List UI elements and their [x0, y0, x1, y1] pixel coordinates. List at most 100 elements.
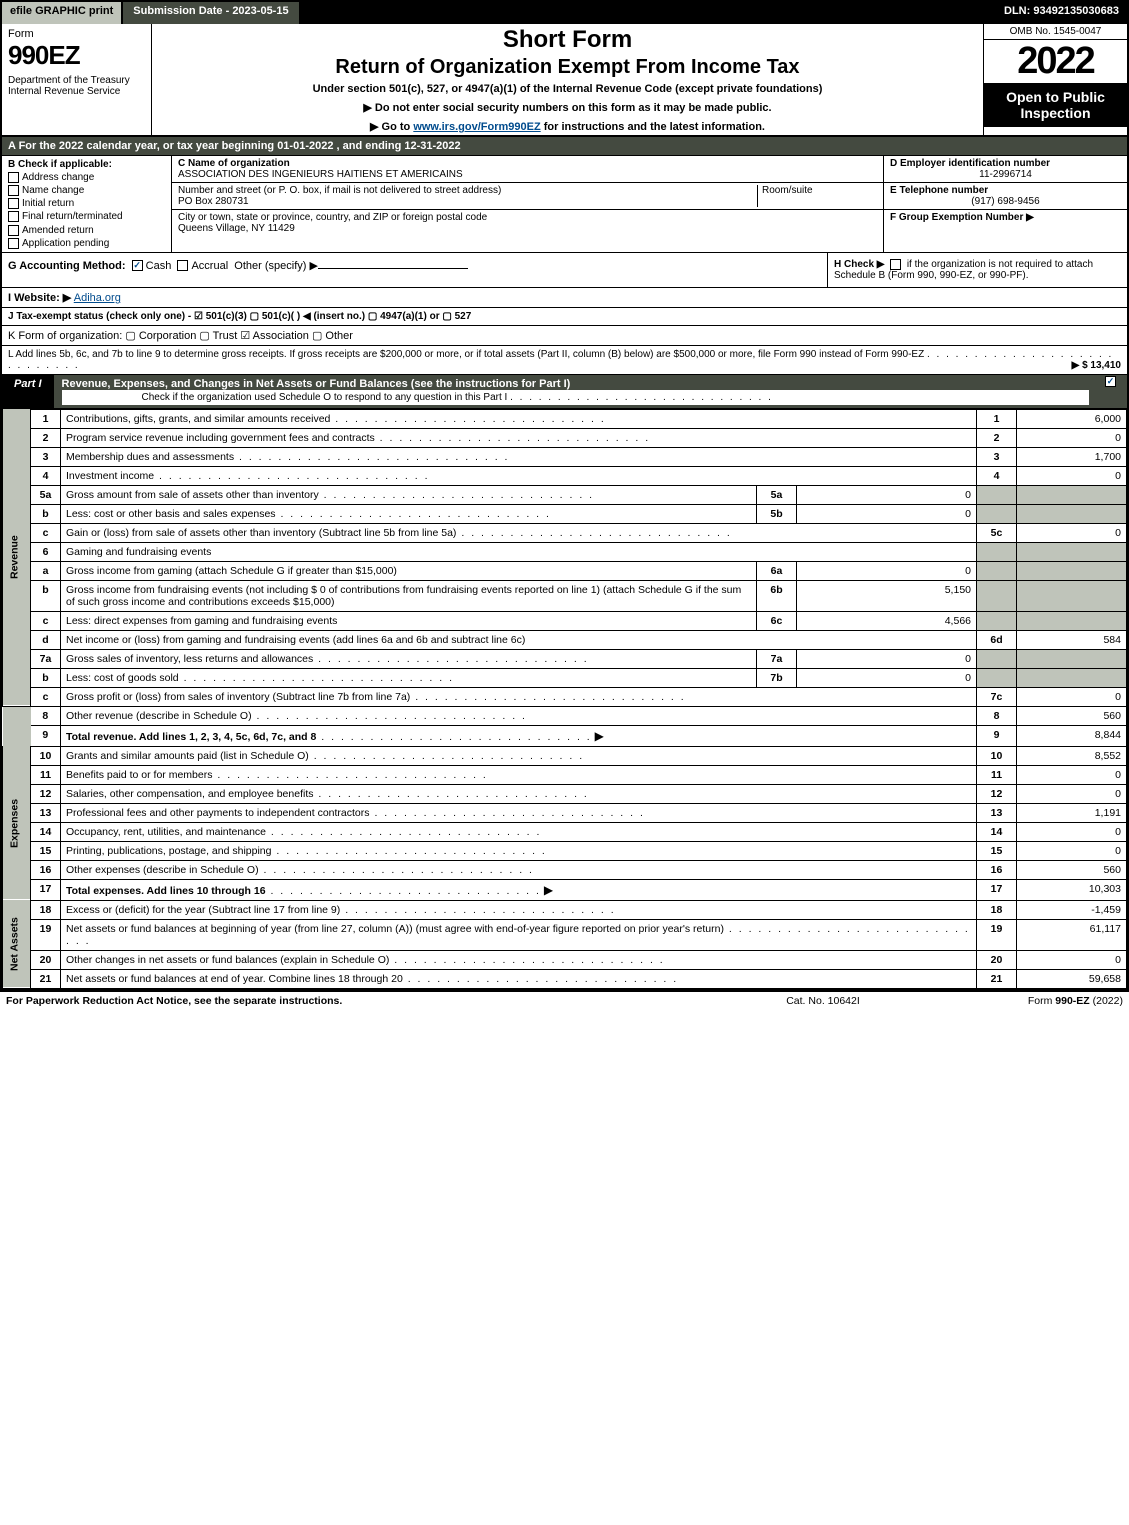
shade — [977, 561, 1017, 580]
box-f: F Group Exemption Number ▶ — [884, 210, 1127, 225]
line-no: b — [31, 668, 61, 687]
line-no: c — [31, 523, 61, 542]
l-text: L Add lines 5b, 6c, and 7b to line 9 to … — [8, 349, 924, 360]
line-desc: Gain or (loss) from sale of assets other… — [66, 527, 456, 539]
chk-amended-return[interactable]: Amended return — [8, 225, 165, 236]
table-row: cLess: direct expenses from gaming and f… — [3, 611, 1127, 630]
part-check — [1097, 375, 1127, 408]
line-val: 0 — [1017, 765, 1127, 784]
line-ref: 11 — [977, 765, 1017, 784]
shade — [977, 611, 1017, 630]
shade — [1017, 485, 1127, 504]
line-val: 6,000 — [1017, 409, 1127, 428]
chk-address-change[interactable]: Address change — [8, 172, 165, 183]
omb-number: OMB No. 1545-0047 — [984, 24, 1127, 40]
table-row: 21Net assets or fund balances at end of … — [3, 969, 1127, 988]
table-row: dNet income or (loss) from gaming and fu… — [3, 630, 1127, 649]
line-ref: 9 — [977, 725, 1017, 746]
line-no: 8 — [31, 706, 61, 725]
efile-print-button[interactable]: efile GRAPHIC print — [2, 2, 123, 24]
line-ref: 6d — [977, 630, 1017, 649]
line-val: 1,191 — [1017, 803, 1127, 822]
line-no: 17 — [31, 879, 61, 900]
shade — [1017, 504, 1127, 523]
footer: For Paperwork Reduction Act Notice, see … — [0, 991, 1129, 1010]
header-right: OMB No. 1545-0047 2022 Open to Public In… — [983, 24, 1127, 135]
table-row: 2Program service revenue including gover… — [3, 428, 1127, 447]
line-val: 0 — [1017, 822, 1127, 841]
chk-h[interactable] — [890, 259, 901, 270]
other-label: Other (specify) ▶ — [234, 260, 318, 272]
line-desc: Excess or (deficit) for the year (Subtra… — [66, 904, 340, 916]
line-val: 0 — [1017, 466, 1127, 485]
part-sub-text: Check if the organization used Schedule … — [142, 392, 508, 403]
netassets-side: Net Assets — [3, 900, 31, 988]
line-no: 12 — [31, 784, 61, 803]
table-row: Expenses 10Grants and similar amounts pa… — [3, 746, 1127, 765]
line-no: 18 — [31, 900, 61, 919]
line-no: 21 — [31, 969, 61, 988]
sub-no: 6b — [757, 580, 797, 611]
line-val: 1,700 — [1017, 447, 1127, 466]
row-i: I Website: ▶ Adiha.org — [2, 288, 1127, 308]
city-label: City or town, state or province, country… — [178, 212, 487, 223]
chk-application-pending[interactable]: Application pending — [8, 238, 165, 249]
other-input[interactable] — [318, 268, 468, 269]
line-desc: Investment income — [66, 470, 154, 482]
chk-cash[interactable] — [132, 260, 143, 271]
line-desc: Gross income from gaming (attach Schedul… — [66, 565, 397, 577]
box-def: D Employer identification number 11-2996… — [883, 156, 1127, 252]
line-no: b — [31, 580, 61, 611]
line-desc: Total expenses. Add lines 10 through 16 — [66, 885, 266, 897]
line-no: 1 — [31, 409, 61, 428]
line-val: 560 — [1017, 706, 1127, 725]
row-j: J Tax-exempt status (check only one) - ☑… — [2, 308, 1127, 326]
footer-right: Form 990-EZ (2022) — [923, 995, 1123, 1007]
irs-link[interactable]: www.irs.gov/Form990EZ — [413, 121, 540, 133]
line-no: 15 — [31, 841, 61, 860]
dots — [510, 392, 773, 403]
line-ref: 19 — [977, 919, 1017, 950]
org-city: Queens Village, NY 11429 — [178, 223, 487, 234]
h-label: H Check ▶ — [834, 259, 884, 270]
line-ref: 1 — [977, 409, 1017, 428]
phone-label: E Telephone number — [890, 185, 1121, 196]
line-no: 13 — [31, 803, 61, 822]
row-gh: G Accounting Method: Cash Accrual Other … — [2, 253, 1127, 288]
line-ref: 20 — [977, 950, 1017, 969]
line-ref: 12 — [977, 784, 1017, 803]
line-desc: Professional fees and other payments to … — [66, 807, 370, 819]
line-val: 0 — [1017, 687, 1127, 706]
line-ref: 3 — [977, 447, 1017, 466]
website-link[interactable]: Adiha.org — [74, 292, 121, 304]
line-ref: 7c — [977, 687, 1017, 706]
line-desc: Occupancy, rent, utilities, and maintena… — [66, 826, 266, 838]
schedule-o-check[interactable] — [1105, 376, 1116, 387]
shade — [1017, 668, 1127, 687]
box-b-header: B Check if applicable: — [8, 159, 165, 170]
chk-initial-return[interactable]: Initial return — [8, 198, 165, 209]
part-title: Revenue, Expenses, and Changes in Net As… — [54, 375, 1097, 408]
chk-name-change[interactable]: Name change — [8, 185, 165, 196]
open-inspection: Open to Public Inspection — [984, 83, 1127, 127]
org-name: ASSOCIATION DES INGENIEURS HAITIENS ET A… — [178, 169, 877, 180]
topbar-spacer — [301, 2, 996, 24]
line-val: 584 — [1017, 630, 1127, 649]
addr-label: Number and street (or P. O. box, if mail… — [178, 185, 757, 196]
chk-final-return[interactable]: Final return/terminated — [8, 211, 165, 222]
row-g: G Accounting Method: Cash Accrual Other … — [2, 253, 827, 287]
line-no: 14 — [31, 822, 61, 841]
chk-accrual[interactable] — [177, 260, 188, 271]
line-no: c — [31, 611, 61, 630]
line-no: a — [31, 561, 61, 580]
g-label: G Accounting Method: — [8, 260, 126, 272]
sub-no: 6a — [757, 561, 797, 580]
note-ssn: ▶ Do not enter social security numbers o… — [158, 101, 977, 114]
chk-label: Final return/terminated — [22, 212, 123, 223]
line-desc: Gaming and fundraising events — [61, 542, 977, 561]
line-ref: 15 — [977, 841, 1017, 860]
org-name-row: C Name of organization ASSOCIATION DES I… — [172, 156, 883, 183]
line-ref: 5c — [977, 523, 1017, 542]
table-row: cGross profit or (loss) from sales of in… — [3, 687, 1127, 706]
sub-no: 7b — [757, 668, 797, 687]
